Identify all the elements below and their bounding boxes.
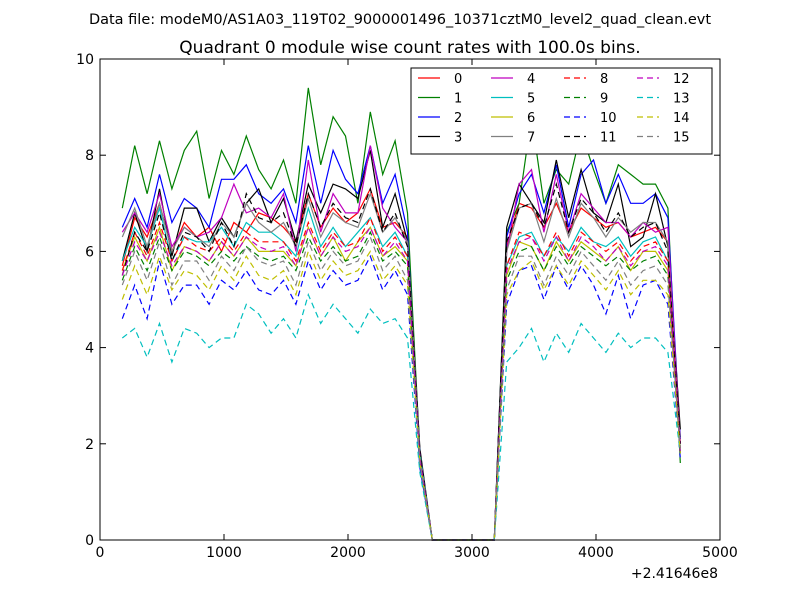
series-line-2 [121,145,681,541]
x-offset-label: +2.41646e8 [631,566,718,582]
plot-series-group [121,87,681,541]
legend-label-10: 10 [600,111,617,126]
legend-label-7: 7 [527,131,535,146]
series-line-7 [121,191,681,541]
y-tick-label: 4 [85,341,94,357]
legend-label-11: 11 [600,131,617,146]
series-line-13 [121,292,681,541]
legend-label-9: 9 [600,92,608,107]
series-line-9 [121,230,681,541]
legend-label-5: 5 [527,92,535,107]
legend-label-0: 0 [454,72,462,87]
legend-label-12: 12 [673,72,690,87]
y-tick-label: 0 [85,533,94,549]
series-line-10 [121,254,681,541]
series-line-3 [121,150,681,541]
series-line-14 [121,249,681,541]
legend-label-4: 4 [527,72,535,87]
x-tick-label: 0 [96,545,105,561]
x-tick-label: 5000 [702,545,738,561]
x-tick-label: 4000 [578,545,614,561]
legend-label-8: 8 [600,72,608,87]
legend-label-13: 13 [673,92,690,107]
series-line-8 [121,216,681,541]
series-line-6 [121,225,681,541]
x-axis: 0 1000 2000 3000 4000 5000 [96,59,738,561]
y-tick-label: 8 [85,148,94,164]
legend-label-2: 2 [454,111,462,126]
plot-frame [99,58,721,541]
series-line-12 [121,225,681,541]
x-tick-label: 2000 [330,545,366,561]
legend-label-6: 6 [527,111,535,126]
legend-frame [410,67,713,155]
chart-title: Quadrant 0 module wise count rates with … [179,38,640,58]
x-tick-label: 1000 [206,545,242,561]
y-tick-label: 6 [85,244,94,260]
x-tick-label: 3000 [454,545,490,561]
legend-label-1: 1 [454,92,462,107]
y-tick-label: 2 [85,437,94,453]
series-line-15 [121,235,681,541]
legend-label-3: 3 [454,131,462,146]
legend-label-15: 15 [673,131,690,146]
series-line-4 [121,145,681,541]
legend-label-14: 14 [673,111,690,126]
y-tick-label: 10 [76,52,94,68]
data-file-header: Data file: modeM0/AS1A03_119T02_90000014… [89,12,711,28]
